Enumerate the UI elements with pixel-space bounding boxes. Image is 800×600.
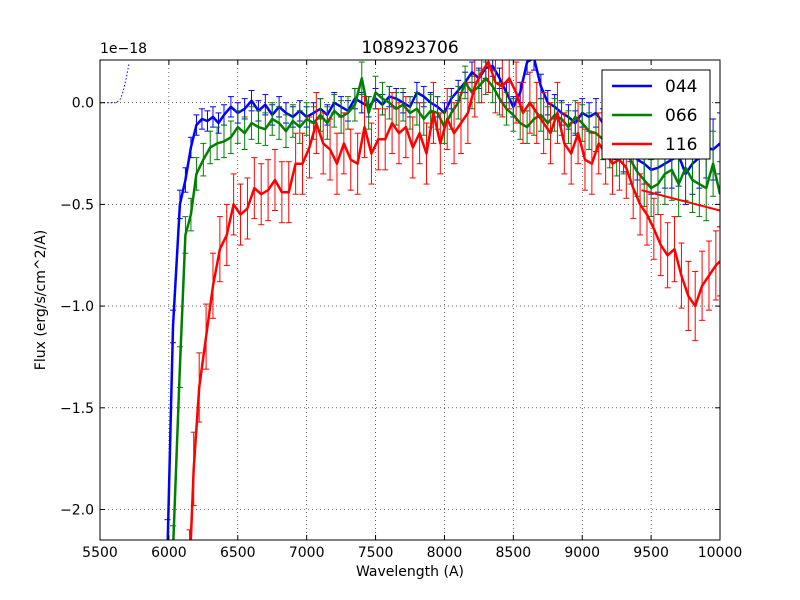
red-straight-segment (641, 189, 720, 212)
y-offset-label: 1e−18 (100, 41, 147, 57)
x-tick-label: 6500 (220, 545, 256, 561)
series-line-116 (189, 60, 720, 540)
x-tick-label: 6000 (151, 545, 187, 561)
x-tick-label: 10000 (698, 545, 743, 561)
legend-label-066: 066 (665, 106, 697, 126)
x-tick-label: 8500 (496, 545, 532, 561)
y-axis-label: Flux (erg/s/cm^2/A) (33, 230, 49, 370)
legend-label-044: 044 (665, 77, 697, 97)
x-tick-label: 9500 (633, 545, 669, 561)
legend: 044 066 116 (601, 69, 711, 160)
x-tick-label: 7000 (289, 545, 325, 561)
blue-dotted-trace (100, 64, 130, 104)
legend-label-116: 116 (665, 135, 697, 155)
series-116 (186, 60, 720, 540)
y-tick-label: −1.0 (60, 299, 94, 315)
x-tick-label: 5500 (82, 545, 118, 561)
y-tick-label: 0.0 (72, 96, 94, 112)
axes-layer: 5500 6000 6500 7000 7500 8000 8500 9000 9500 1000… (60, 60, 742, 561)
x-axis-label: Wavelength (A) (356, 564, 464, 580)
x-tick-label: 8000 (427, 545, 463, 561)
chart-title: 108923706 (361, 38, 458, 58)
x-tick-label: 7500 (358, 545, 394, 561)
y-tick-label: −0.5 (60, 197, 94, 213)
y-tick-label: −2.0 (60, 502, 94, 518)
plot-frame (99, 59, 721, 541)
y-tick-label: −1.5 (60, 401, 94, 417)
x-tick-label: 9000 (564, 545, 600, 561)
